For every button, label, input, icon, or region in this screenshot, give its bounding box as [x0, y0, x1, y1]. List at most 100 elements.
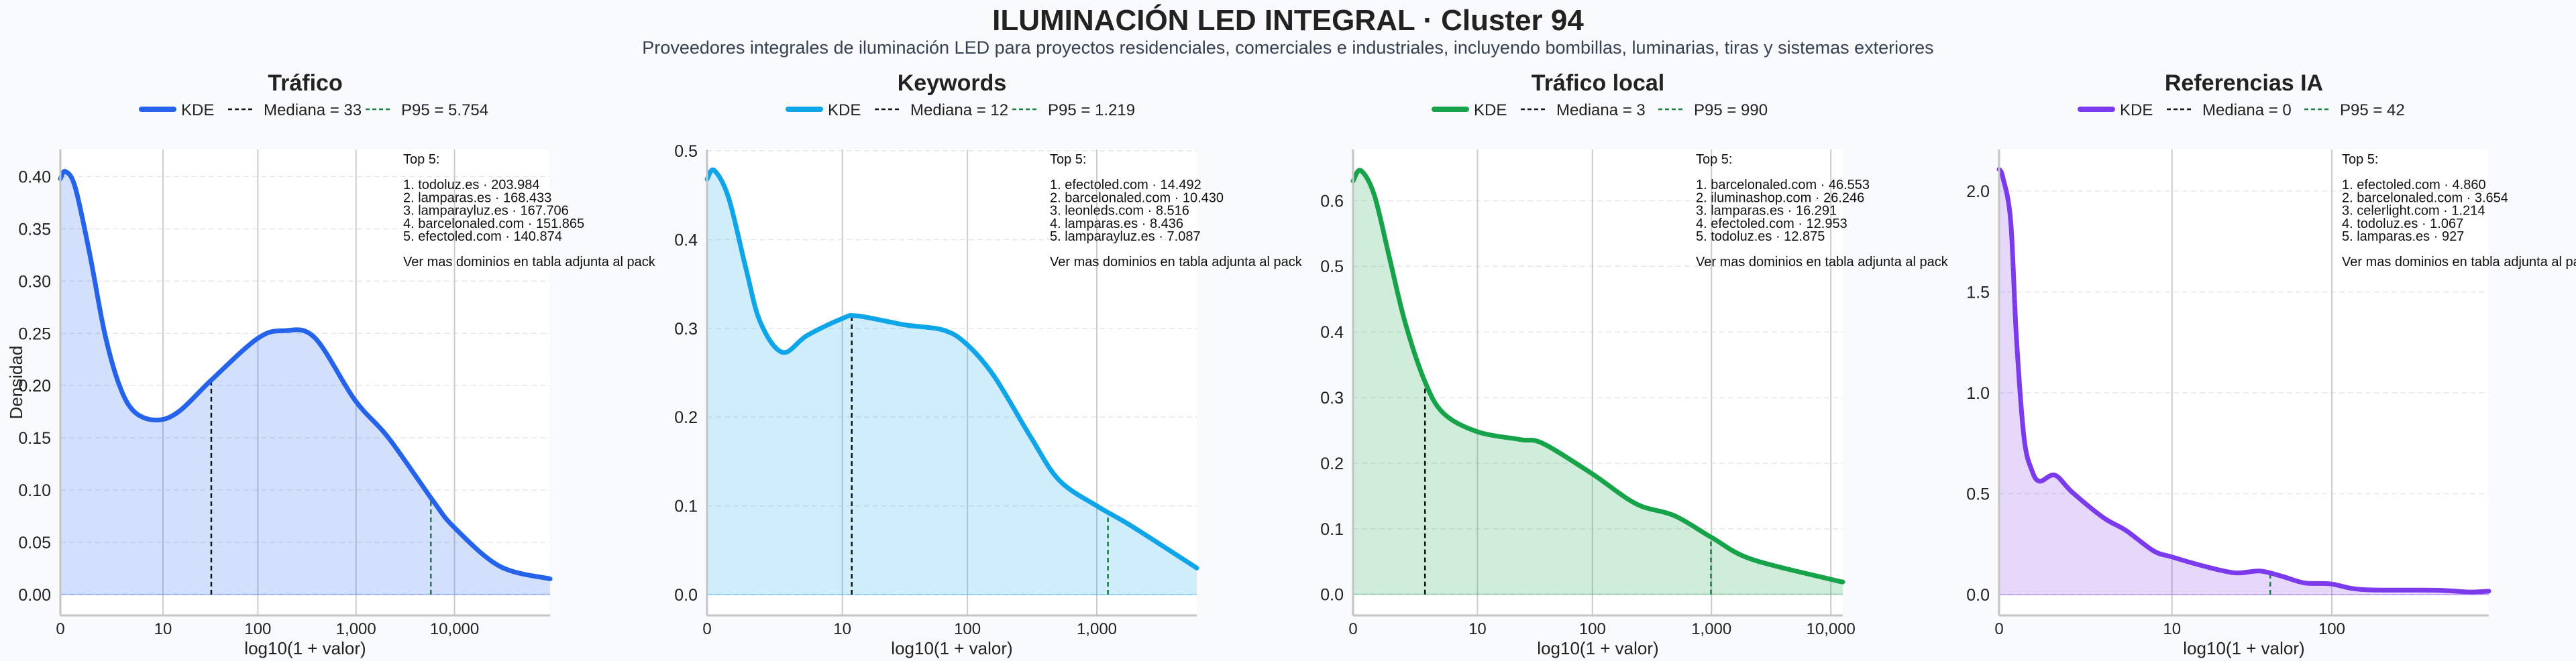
legend-median-label: Mediana = 12	[910, 101, 1008, 119]
x-tick-label: 10	[1468, 620, 1487, 638]
x-axis-label: log10(1 + valor)	[244, 638, 366, 658]
y-tick-label: 0.1	[1320, 520, 1344, 539]
y-tick-label: 0.4	[1320, 323, 1344, 342]
x-tick-label: 0	[702, 620, 711, 638]
top5-item: 3. celerlight.com · 1.214	[2342, 204, 2485, 219]
top5-item: 3. lamparayluz.es · 167.706	[403, 204, 569, 219]
legend-p95-label: P95 = 5.754	[401, 101, 488, 119]
x-tick-label: 10	[833, 620, 851, 638]
panel-title: Keywords	[898, 70, 1007, 96]
y-tick-label: 0.0	[1320, 586, 1344, 605]
x-tick-label: 100	[954, 620, 981, 638]
y-tick-label: 0.5	[1320, 257, 1344, 276]
y-tick-label: 0.00	[18, 586, 51, 605]
legend-median-label: Mediana = 0	[2202, 101, 2292, 119]
x-tick-label: 10,000	[1806, 620, 1855, 638]
x-axis-label: log10(1 + valor)	[1537, 638, 1658, 658]
x-tick-label: 1,000	[1077, 620, 1117, 638]
y-tick-label: 0.05	[18, 534, 51, 552]
x-tick-label: 0	[1348, 620, 1357, 638]
x-tick-label: 100	[244, 620, 271, 638]
x-tick-label: 10	[154, 620, 172, 638]
plot-area	[1999, 149, 2489, 615]
x-tick-label: 10,000	[430, 620, 479, 638]
y-tick-label: 0.4	[674, 231, 698, 249]
top5-item: 2. barcelonaled.com · 3.654	[2342, 190, 2508, 205]
panel-title: Tráfico	[268, 70, 342, 96]
y-tick-label: 0.5	[1966, 485, 1990, 503]
page-subtitle: Proveedores integrales de iluminación LE…	[642, 38, 1934, 58]
page-title: ILUMINACIÓN LED INTEGRAL · Cluster 94	[992, 4, 1584, 37]
top5-item: 2. iluminashop.com · 26.246	[1696, 190, 1864, 205]
kde-curve	[58, 169, 553, 581]
y-tick-label: 0.30	[18, 272, 51, 291]
kde-area	[1353, 170, 1843, 595]
y-tick-label: 0.3	[1320, 389, 1344, 408]
top5-footer: Ver mas dominios en tabla adjunta al pac…	[2342, 255, 2576, 269]
legend-p95-label: P95 = 1.219	[1048, 101, 1135, 119]
legend: KDE Mediana = 33 P95 = 5.754	[139, 101, 488, 119]
top5-item: 4. barcelonaled.com · 151.865	[403, 217, 584, 231]
top5-item: 4. efectoled.com · 12.953	[1696, 217, 1847, 231]
plot-area	[60, 149, 550, 615]
legend: KDE Mediana = 12 P95 = 1.219	[786, 101, 1135, 119]
kde-area	[707, 170, 1197, 595]
kde-area	[1999, 169, 2489, 595]
legend-p95-label: P95 = 990	[1694, 101, 1768, 119]
panel-4: 0.0 0.5 1.0 1.5 2.0 0 10 100 log10(1 + valor) Ref…	[1966, 70, 2576, 658]
top5-item: 1. todoluz.es · 203.984	[403, 178, 539, 192]
top5-heading: Top 5:	[1696, 152, 1732, 167]
y-tick-label: 0.25	[18, 324, 51, 343]
top5-item: 4. lamparas.es · 8.436	[1050, 217, 1183, 231]
x-axis-label: log10(1 + valor)	[891, 638, 1012, 658]
legend-kde-label: KDE	[2120, 101, 2153, 119]
top5-item: 3. lamparas.es · 16.291	[1696, 204, 1837, 219]
top5-heading: Top 5:	[1050, 152, 1086, 167]
x-tick-label: 1,000	[336, 620, 376, 638]
y-tick-label: 0.0	[1966, 586, 1990, 605]
panel-title: Tráfico local	[1532, 70, 1664, 96]
plot-area	[1353, 149, 1843, 615]
top5-item: 5. lamparayluz.es · 7.087	[1050, 229, 1201, 244]
top5-footer: Ver mas dominios en tabla adjunta al pac…	[403, 255, 656, 269]
legend-kde-label: KDE	[181, 101, 214, 119]
y-tick-label: 0.1	[674, 497, 698, 516]
top5-item: 1. barcelonaled.com · 46.553	[1696, 178, 1870, 192]
x-tick-label: 10	[2163, 620, 2181, 638]
top5-item: 5. efectoled.com · 140.874	[403, 229, 562, 244]
top5-item: 5. todoluz.es · 12.875	[1696, 229, 1825, 244]
y-tick-label: 0.2	[1320, 455, 1344, 473]
y-tick-label: 1.5	[1966, 284, 1990, 302]
y-tick-label: 0.40	[18, 168, 51, 187]
y-tick-label: 0.35	[18, 220, 51, 239]
y-axis-label: Densidad	[6, 346, 26, 420]
kde-curve	[1350, 168, 1845, 585]
top5-heading: Top 5:	[2342, 152, 2378, 167]
legend-median-label: Mediana = 3	[1556, 101, 1646, 119]
top5-item: 1. efectoled.com · 4.860	[2342, 178, 2486, 192]
top5-item: 2. lamparas.es · 168.433	[403, 190, 551, 205]
y-tick-label: 1.0	[1966, 384, 1990, 403]
kde-curve	[704, 167, 1199, 570]
y-tick-label: 0.6	[1320, 192, 1344, 211]
y-tick-label: 0.3	[674, 320, 698, 339]
panel-3: 0.0 0.1 0.2 0.3 0.4 0.5 0.6 0 10 100 1,000 10,000 lo…	[1320, 70, 1949, 658]
y-tick-label: 0.5	[674, 142, 698, 161]
y-tick-label: 0.20	[18, 377, 51, 396]
y-tick-label: 0.15	[18, 429, 51, 448]
panel-title: Referencias IA	[2165, 70, 2323, 96]
y-tick-label: 0.0	[674, 586, 698, 605]
top5-item: 4. todoluz.es · 1.067	[2342, 217, 2463, 231]
y-tick-label: 2.0	[1966, 182, 1990, 201]
x-tick-label: 100	[1579, 620, 1606, 638]
legend: KDE Mediana = 0 P95 = 42	[2078, 101, 2405, 119]
y-tick-label: 0.2	[674, 408, 698, 427]
top5-item: 1. efectoled.com · 14.492	[1050, 178, 1201, 192]
x-tick-label: 0	[1994, 620, 2003, 638]
x-tick-label: 100	[2318, 620, 2345, 638]
